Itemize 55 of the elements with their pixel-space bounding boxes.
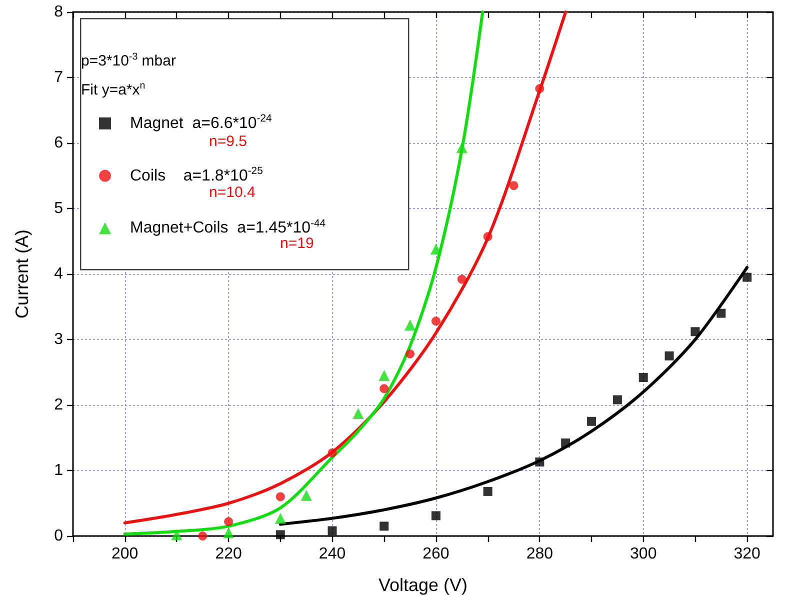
x-axis-title: Voltage (V): [378, 575, 468, 595]
point: [483, 486, 492, 496]
point: [223, 527, 234, 538]
x-tick-label: 300: [630, 546, 657, 562]
y-tick-label: 8: [54, 4, 64, 20]
point: [171, 529, 182, 540]
point: [535, 457, 544, 466]
point: [612, 395, 622, 404]
y-tick-label: 5: [54, 200, 64, 217]
point: [587, 416, 596, 426]
annotation: n=19: [280, 235, 314, 252]
y-tick-label: 0: [54, 528, 64, 544]
y-tick-label: 3: [54, 331, 64, 348]
point: [742, 272, 752, 282]
point: [561, 438, 570, 448]
point: [457, 274, 466, 284]
point: [276, 530, 285, 540]
point: [300, 490, 312, 501]
y-tick-label: 6: [54, 134, 64, 152]
point: [274, 512, 286, 524]
point: [380, 384, 389, 394]
annotation: n=9.5: [209, 133, 247, 150]
point: [198, 532, 208, 540]
x-tick-label: 240: [318, 546, 346, 562]
y-tick-label: 7: [54, 69, 64, 86]
point: [638, 372, 648, 382]
point: [380, 522, 389, 531]
point: [509, 181, 518, 190]
y-tick-label: 4: [54, 266, 64, 282]
point: [456, 142, 468, 154]
x-tick-label: 220: [215, 546, 242, 562]
point: [664, 351, 674, 360]
point: [328, 448, 337, 458]
point: [716, 308, 726, 318]
point: [535, 84, 544, 94]
annotation: n=10.4: [209, 184, 256, 201]
point: [276, 492, 285, 502]
x-tick-label: 200: [112, 546, 138, 562]
y-axis-title: Current (A): [12, 229, 32, 319]
point: [431, 316, 440, 326]
point: [378, 370, 390, 382]
point: [431, 511, 440, 520]
point: [406, 349, 415, 358]
point: [430, 244, 442, 255]
x-tick-label: 260: [422, 546, 450, 562]
point: [328, 526, 337, 536]
point: [224, 517, 234, 526]
point: [404, 320, 416, 331]
y-tick-label: 2: [54, 396, 64, 414]
x-tick-label: 320: [734, 546, 761, 562]
point: [352, 408, 364, 420]
point: [483, 232, 492, 242]
point: [690, 327, 700, 336]
y-tick-label: 1: [54, 462, 64, 479]
x-tick-label: 280: [526, 546, 554, 562]
